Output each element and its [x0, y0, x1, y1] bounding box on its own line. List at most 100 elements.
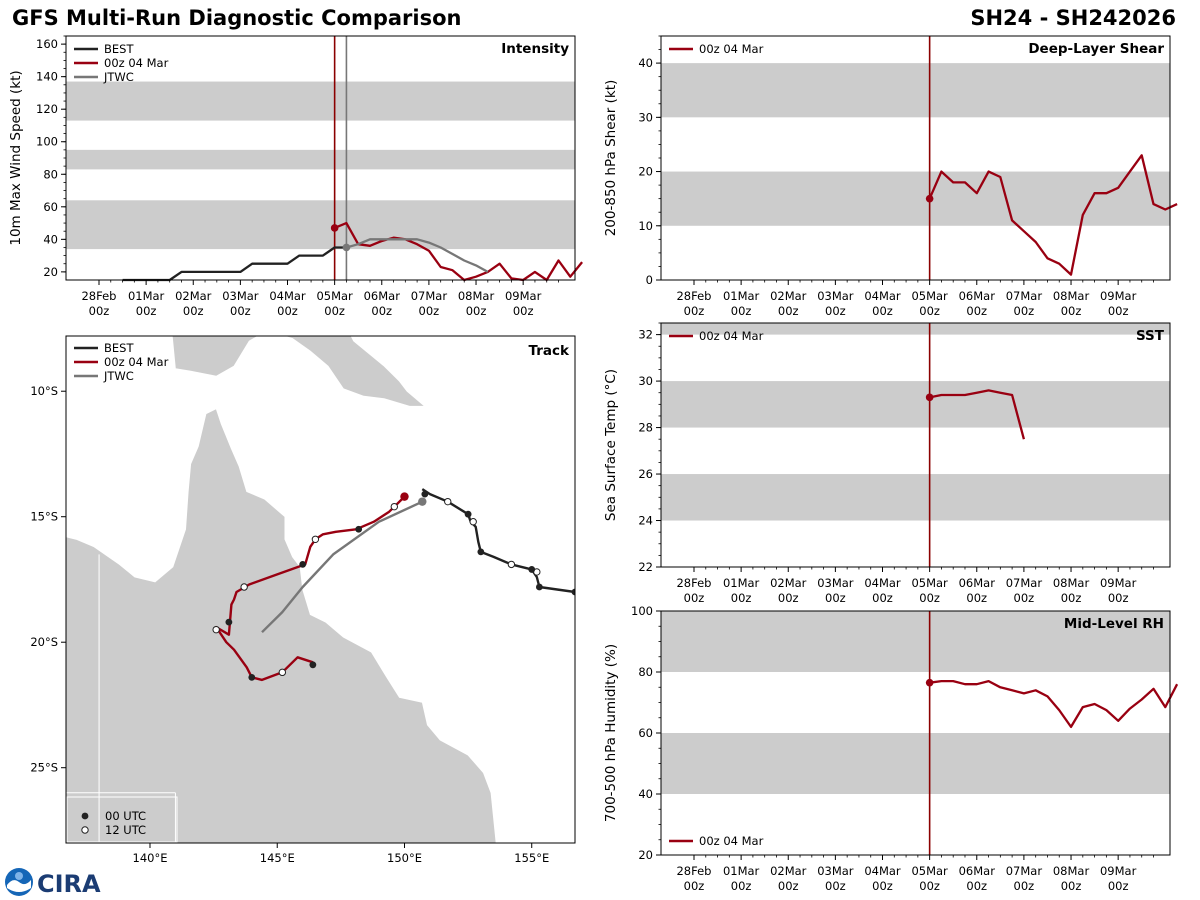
- sst-xtick-hour: 00z: [966, 591, 987, 605]
- intensity-xtick-hour: 00z: [371, 304, 392, 318]
- intensity-xtick-hour: 00z: [419, 304, 440, 318]
- rh-xtick-hour: 00z: [1108, 879, 1129, 893]
- intensity-xtick-hour: 00z: [183, 304, 204, 318]
- rh-xtick-hour: 00z: [825, 879, 846, 893]
- rh-ylabel: 700-500 hPa Humidity (%): [603, 644, 619, 822]
- logo-text: CIRA: [37, 870, 101, 898]
- intensity-panel: 2040608010012014016028Feb00z01Mar00z02Ma…: [8, 35, 583, 318]
- track-point-12utc: [444, 497, 452, 506]
- rh-xtick-hour: 00z: [684, 879, 705, 893]
- shear-ytick-label: 20: [638, 165, 653, 179]
- rh-xtick-hour: 00z: [1061, 879, 1082, 893]
- intensity-legend-best-label: BEST: [104, 42, 134, 56]
- intensity-ytick-label: 60: [43, 200, 58, 214]
- shear-xtick-hour: 00z: [684, 304, 705, 318]
- track-line-jtwc: [261, 500, 423, 634]
- rh-xtick-day: 09Mar: [1100, 864, 1137, 878]
- intensity-xtick-day: 07Mar: [411, 289, 448, 303]
- track-legend-gfs-label: 00z 04 Mar: [104, 355, 169, 369]
- track-point-12utc: [311, 535, 320, 544]
- intensity-xtick-day: 08Mar: [458, 289, 495, 303]
- sst-xtick-day: 06Mar: [959, 576, 996, 590]
- new-guinea-landmass: [171, 336, 426, 407]
- shear-xtick-day: 28Feb: [676, 289, 711, 303]
- australia-landmass: [66, 408, 497, 843]
- sst-xtick-hour: 00z: [684, 591, 705, 605]
- intensity-legend-gfs-label: 00z 04 Mar: [104, 56, 169, 70]
- intensity-band-1: [66, 149, 575, 170]
- rh-xtick-hour: 00z: [731, 879, 752, 893]
- rh-legend-gfs-label: 00z 04 Mar: [699, 834, 764, 848]
- intensity-series-gfs: [334, 221, 583, 282]
- utc-legend-12-marker: [81, 826, 89, 834]
- track-point-00utc: [535, 583, 543, 591]
- sst-title: SST: [1136, 328, 1165, 344]
- rh-ytick-label: 80: [638, 665, 653, 679]
- intensity-xtick-hour: 00z: [136, 304, 157, 318]
- rh-xtick-day: 05Mar: [911, 864, 948, 878]
- sst-ytick-label: 32: [638, 328, 653, 342]
- shear-xtick-day: 06Mar: [959, 289, 996, 303]
- track-point-00utc: [309, 661, 317, 669]
- rh-xtick-hour: 00z: [872, 879, 893, 893]
- sst-band-0: [661, 474, 1170, 521]
- sst-xtick-hour: 00z: [1108, 591, 1129, 605]
- rh-title: Mid-Level RH: [1064, 616, 1164, 632]
- track-init-point-gfs: [400, 492, 409, 501]
- track-point-12utc: [469, 518, 477, 526]
- sst-legend-gfs-label: 00z 04 Mar: [699, 329, 764, 343]
- intensity-xtick-hour: 00z: [513, 304, 534, 318]
- track-point-00utc: [464, 510, 472, 518]
- utc-legend-00-label: 00 UTC: [105, 809, 146, 823]
- sst-xtick-day: 05Mar: [911, 576, 948, 590]
- track-title: Track: [529, 343, 570, 359]
- shear-xtick-hour: 00z: [1108, 304, 1129, 318]
- intensity-xtick-hour: 00z: [466, 304, 487, 318]
- shear-xtick-day: 03Mar: [817, 289, 854, 303]
- rh-xtick-day: 04Mar: [864, 864, 901, 878]
- track-point-12utc: [390, 502, 399, 511]
- track-point-00utc: [477, 548, 485, 556]
- shear-ytick-label: 10: [638, 219, 653, 233]
- track-ytick-label: 20°S: [30, 635, 58, 649]
- intensity-band-2: [66, 81, 575, 121]
- track-point-00utc: [421, 490, 429, 498]
- intensity-ytick-label: 100: [36, 135, 58, 149]
- track-point-00utc: [571, 588, 575, 596]
- shear-band-1: [661, 63, 1170, 118]
- sst-ytick-label: 30: [638, 374, 653, 388]
- sst-xtick-day: 07Mar: [1006, 576, 1043, 590]
- sst-xtick-day: 28Feb: [676, 576, 711, 590]
- intensity-xtick-day: 04Mar: [269, 289, 306, 303]
- rh-xtick-day: 08Mar: [1053, 864, 1090, 878]
- utc-legend-box: [66, 796, 178, 843]
- intensity-xtick-day: 09Mar: [505, 289, 542, 303]
- shear-xtick-hour: 00z: [731, 304, 752, 318]
- track-point-00utc: [299, 561, 307, 568]
- track-init-point-jtwc: [418, 497, 427, 506]
- sst-xtick-day: 09Mar: [1100, 576, 1137, 590]
- sst-series-gfs: [929, 389, 1026, 440]
- shear-ylabel: 200-850 hPa Shear (kt): [603, 80, 619, 237]
- intensity-xtick-day: 05Mar: [316, 289, 353, 303]
- track-xtick-label: 140°E: [133, 851, 168, 865]
- track-point-00utc: [355, 525, 363, 533]
- intensity-ytick-label: 140: [36, 70, 58, 84]
- track-xtick-label: 150°E: [387, 851, 422, 865]
- track-xtick-label: 145°E: [260, 851, 295, 865]
- intensity-band-0: [66, 200, 575, 250]
- sst-ytick-label: 22: [638, 560, 653, 574]
- rh-series-gfs: [929, 679, 1179, 729]
- logo: CIRA: [4, 866, 114, 898]
- intensity-series-best: [122, 246, 347, 282]
- intensity-ytick-label: 40: [43, 232, 58, 246]
- intensity-gfs-init-point: [330, 224, 339, 232]
- sst-xtick-hour: 00z: [1014, 591, 1035, 605]
- intensity-ylabel: 10m Max Wind Speed (kt): [8, 70, 24, 245]
- rh-band-1: [661, 611, 1170, 672]
- shear-xtick-hour: 00z: [1061, 304, 1082, 318]
- shear-xtick-day: 05Mar: [911, 289, 948, 303]
- intensity-xtick-hour: 00z: [277, 304, 298, 318]
- sst-xtick-day: 01Mar: [723, 576, 760, 590]
